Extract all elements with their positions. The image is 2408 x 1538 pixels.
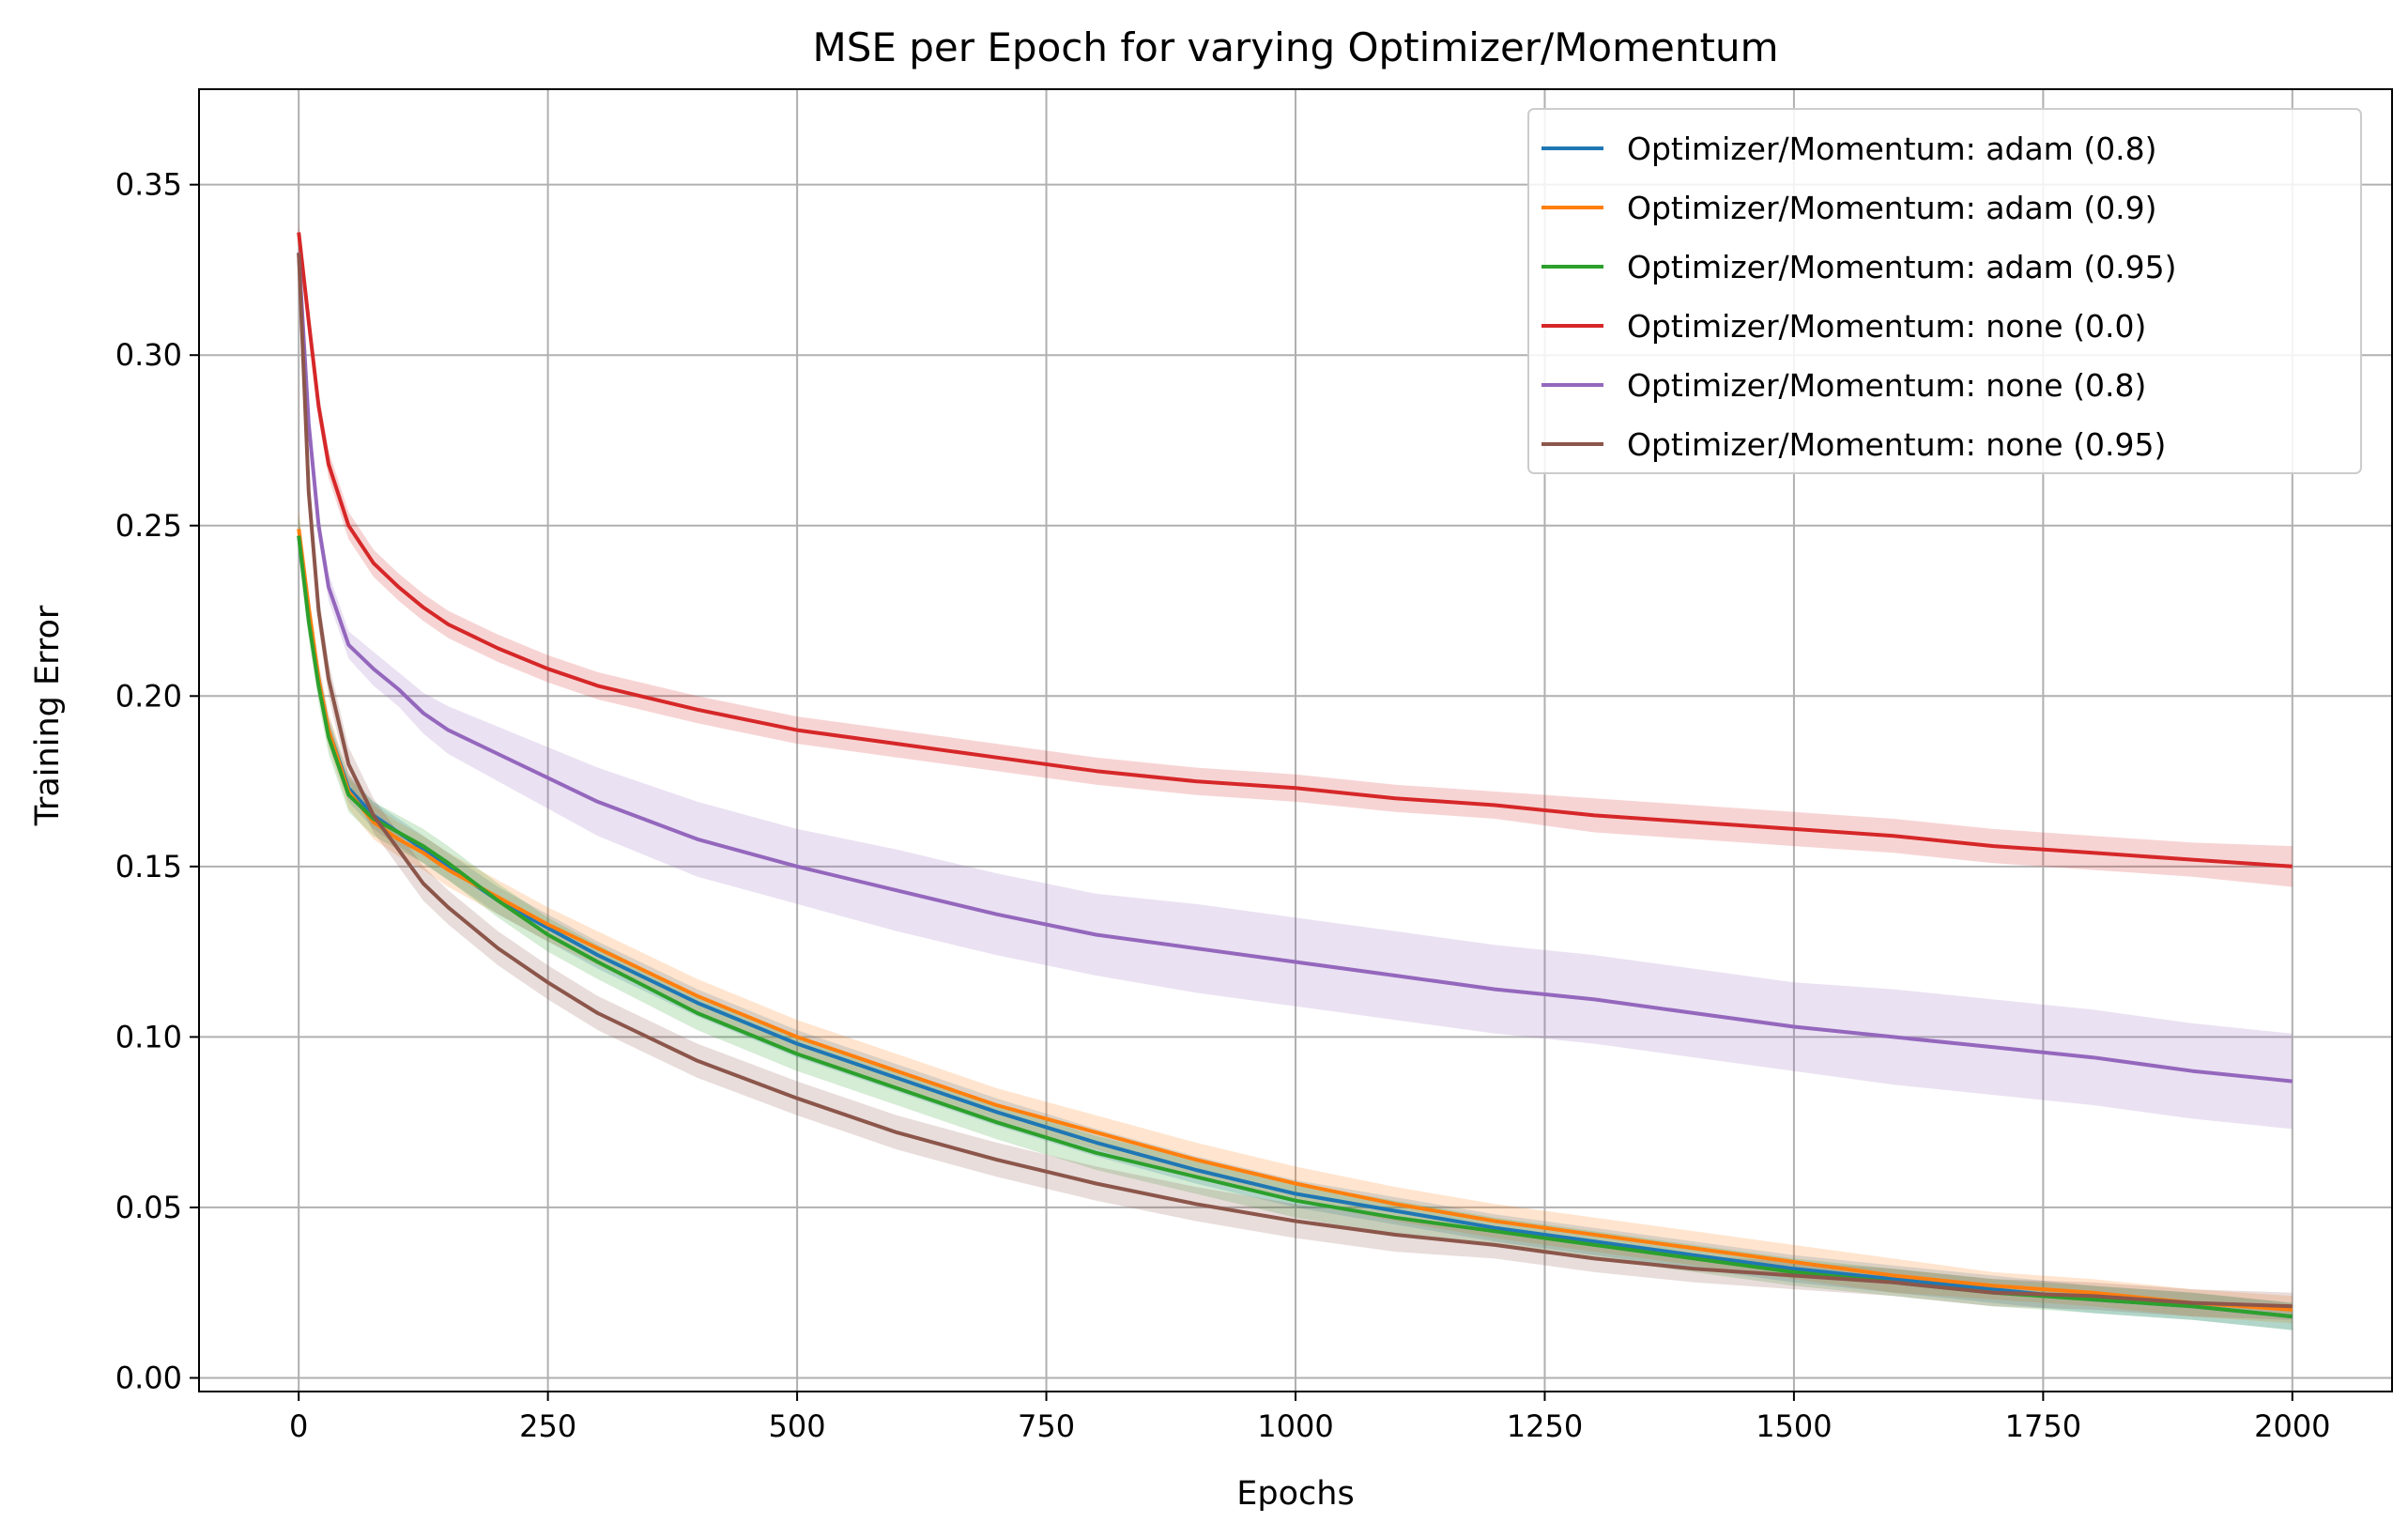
legend-box	[1527, 108, 2362, 474]
legend: Optimizer/Momentum: adam (0.8) Optimizer/…	[1527, 108, 2362, 474]
y-tick-label: 0.10	[115, 1019, 182, 1054]
x-tick-label: 1750	[2005, 1408, 2081, 1444]
y-tick-label: 0.20	[115, 678, 182, 714]
y-tick-label: 0.05	[115, 1190, 182, 1225]
x-axis: 0 250 500 750 1000 1250 1500 1750 2000	[289, 1392, 2331, 1444]
series-line-0	[297, 535, 2293, 1319]
y-tick-label: 0.15	[115, 849, 182, 884]
chart-title: MSE per Epoch for varying Optimizer/Mome…	[812, 24, 1778, 70]
x-tick-label: 1000	[1257, 1408, 1333, 1444]
legend-label-3: Optimizer/Momentum: none (0.0)	[1627, 308, 2146, 345]
y-axis-title: Training Error	[29, 605, 67, 826]
legend-label-0: Optimizer/Momentum: adam (0.8)	[1627, 131, 2157, 167]
series-lines	[297, 232, 2293, 1319]
series-line-5	[297, 253, 2293, 1309]
series-line-3	[297, 232, 2293, 869]
series-band-4	[299, 242, 2293, 1130]
y-tick-label: 0.30	[115, 337, 182, 373]
legend-label-1: Optimizer/Momentum: adam (0.9)	[1627, 190, 2157, 226]
x-tick-label: 750	[1018, 1408, 1075, 1444]
y-axis: 0.00 0.05 0.10 0.15 0.20 0.25 0.30 0.35	[115, 167, 199, 1395]
confidence-bands	[299, 222, 2293, 1330]
x-tick-label: 250	[519, 1408, 576, 1444]
series-line-4	[297, 253, 2293, 1084]
x-tick-label: 0	[289, 1408, 308, 1444]
x-tick-label: 1250	[1507, 1408, 1583, 1444]
x-tick-label: 2000	[2254, 1408, 2330, 1444]
y-tick-label: 0.00	[115, 1360, 182, 1395]
series-line-2	[297, 535, 2293, 1319]
x-axis-title: Epochs	[1236, 1475, 1354, 1513]
legend-label-4: Optimizer/Momentum: none (0.8)	[1627, 367, 2146, 404]
y-tick-label: 0.25	[115, 508, 182, 544]
x-tick-label: 1500	[1756, 1408, 1832, 1444]
legend-label-2: Optimizer/Momentum: adam (0.95)	[1627, 249, 2177, 285]
y-tick-label: 0.35	[115, 167, 182, 203]
x-tick-label: 500	[769, 1408, 826, 1444]
series-band-3	[299, 222, 2293, 887]
legend-label-5: Optimizer/Momentum: none (0.95)	[1627, 426, 2166, 463]
